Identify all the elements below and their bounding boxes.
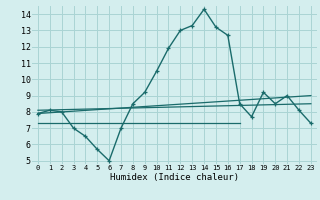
X-axis label: Humidex (Indice chaleur): Humidex (Indice chaleur)	[110, 173, 239, 182]
